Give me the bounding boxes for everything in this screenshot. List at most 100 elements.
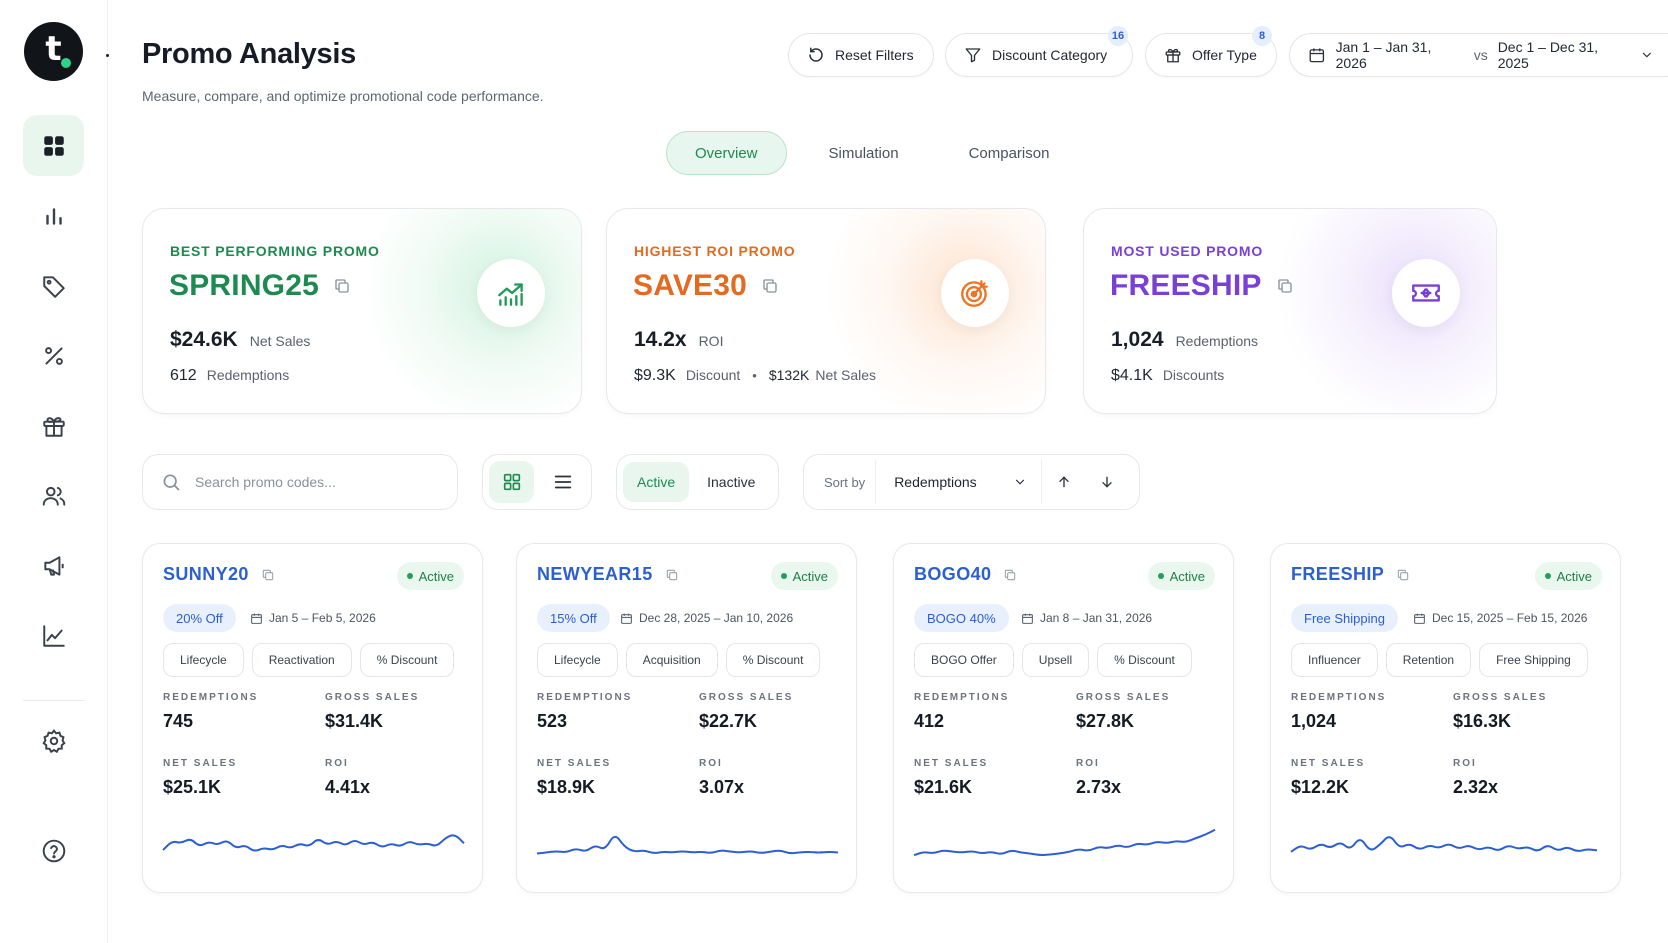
promo-card[interactable]: BOGO40 Active BOGO 40% Jan 8 – Jan 31, 2… [893, 543, 1234, 893]
sidebar-collapse-handle[interactable] [106, 54, 109, 57]
nav-campaigns[interactable] [23, 535, 84, 596]
promo-card[interactable]: NEWYEAR15 Active 15% Off Dec 28, 2025 – … [516, 543, 857, 893]
redemptions-value: 745 [163, 711, 194, 731]
category-tag[interactable]: Retention [1385, 643, 1472, 677]
compare-range-value: Dec 1 – Dec 31, 2025 [1497, 39, 1599, 71]
list-view-button[interactable] [540, 461, 585, 503]
date-range-text: Jan 5 – Feb 5, 2026 [269, 611, 376, 625]
promo-code-text: SAVE30 [633, 269, 748, 302]
tag-list: Influencer Retention Free Shipping [1291, 643, 1588, 677]
category-tag[interactable]: Upsell [1021, 643, 1090, 677]
nav-help[interactable] [23, 820, 84, 881]
tab-comparison[interactable]: Comparison [968, 144, 1050, 162]
primary-metric: 14.2x ROI [634, 328, 723, 352]
nav-rewards[interactable] [23, 395, 84, 456]
status-text: Active [418, 568, 454, 584]
copy-icon[interactable] [665, 568, 679, 582]
gross-sales-value: $31.4K [325, 711, 384, 731]
roi-value: 4.41x [325, 777, 371, 797]
discount-category-filter[interactable]: Discount Category 16 [945, 26, 1133, 77]
copy-icon[interactable] [333, 277, 351, 295]
status-text: Active [792, 568, 828, 584]
sort-select[interactable]: Redemptions [875, 460, 1041, 504]
reset-filters-button[interactable]: Reset Filters [788, 33, 934, 77]
category-tag[interactable]: BOGO Offer [914, 643, 1014, 677]
promo-card[interactable]: FREESHIP Active Free Shipping Dec 15, 20… [1270, 543, 1621, 893]
line-chart-icon [42, 624, 65, 647]
nav-discounts[interactable] [23, 325, 84, 386]
highest-roi-card[interactable]: HIGHEST ROI PROMO SAVE30 14.2x ROI $9.3K… [606, 208, 1046, 414]
sort-descending-button[interactable] [1085, 460, 1129, 504]
promo-card[interactable]: SUNNY20 Active 20% Off Jan 5 – Feb 5, 20… [142, 543, 483, 893]
category-tag[interactable]: Acquisition [625, 643, 718, 677]
active-filter-button[interactable]: Active [623, 462, 690, 502]
offer-type-count-badge: 8 [1252, 26, 1272, 46]
separator-dot: • [752, 368, 757, 383]
card-label: BEST PERFORMING PROMO [170, 243, 380, 259]
secondary-metric: $4.1K Discounts [1111, 367, 1224, 385]
promo-dates: Dec 28, 2025 – Jan 10, 2026 [620, 604, 793, 632]
redemptions-value: 1,024 [1291, 711, 1337, 731]
status-badge: Active [1147, 562, 1215, 590]
trend-sparkline [1290, 836, 1598, 853]
calendar-icon [1309, 48, 1325, 63]
copy-icon[interactable] [1276, 277, 1294, 295]
nav-reports[interactable] [23, 185, 84, 246]
offer-type-filter[interactable]: Offer Type 8 [1145, 26, 1277, 77]
category-tag[interactable]: % Discount [1097, 643, 1192, 677]
roi-value: 2.73x [1076, 777, 1122, 797]
sidebar-divider [23, 700, 84, 701]
users-icon [42, 486, 65, 506]
offer-badge: Free Shipping [1291, 604, 1398, 632]
roi-value: 3.07x [699, 777, 745, 797]
nav-promotions[interactable] [23, 255, 84, 316]
list-view-icon [554, 475, 571, 489]
date-range-picker[interactable]: Jan 1 – Jan 31, 2026 vs Dec 1 – Dec 31, … [1289, 33, 1668, 77]
discounts-value: $4.1K [1111, 367, 1153, 384]
card-label: HIGHEST ROI PROMO [634, 243, 796, 259]
tab-overview[interactable]: Overview [666, 131, 787, 175]
nav-settings[interactable] [23, 710, 84, 771]
copy-icon[interactable] [1003, 568, 1017, 582]
app-logo[interactable]: t [24, 22, 83, 81]
tag-icon [42, 275, 65, 298]
category-tag[interactable]: Lifecycle [163, 643, 244, 677]
redemptions-label: REDEMPTIONS [1291, 692, 1387, 703]
copy-icon[interactable] [761, 277, 779, 295]
tab-simulation[interactable]: Simulation [828, 144, 899, 162]
category-tag[interactable]: Lifecycle [537, 643, 618, 677]
category-tag[interactable]: Influencer [1291, 643, 1378, 677]
nav-customers[interactable] [23, 465, 84, 526]
net-sales-label: NET SALES [914, 758, 989, 769]
category-tag[interactable]: Reactivation [251, 643, 352, 677]
view-tabs: Overview Simulation Comparison [666, 131, 1077, 175]
category-tag[interactable]: % Discount [725, 643, 821, 677]
redemptions-label: Redemptions [206, 367, 290, 383]
status-badge: Active [396, 562, 464, 590]
gross-sales-label: GROSS SALES [325, 692, 420, 703]
inactive-filter-button[interactable]: Inactive [707, 474, 756, 490]
search-box[interactable] [142, 454, 458, 510]
promo-code: SAVE30 [633, 269, 779, 303]
gift-icon [42, 416, 65, 437]
category-tag[interactable]: % Discount [359, 643, 455, 677]
nav-dashboard[interactable] [23, 115, 84, 176]
page-subtitle: Measure, compare, and optimize promotion… [142, 88, 544, 104]
roi-value: 14.2x [634, 328, 687, 351]
offer-badge: 20% Off [163, 604, 236, 632]
best-performing-card[interactable]: BEST PERFORMING PROMO SPRING25 $24.6K Ne… [142, 208, 582, 414]
category-tag[interactable]: Free Shipping [1479, 643, 1588, 677]
copy-icon[interactable] [1396, 568, 1410, 582]
sort-ascending-button[interactable] [1041, 460, 1085, 504]
grid-view-icon [503, 473, 520, 491]
tag-list: BOGO Offer Upsell% Discount [914, 643, 1192, 677]
nav-analytics[interactable] [23, 605, 84, 666]
search-input[interactable] [195, 474, 425, 490]
copy-icon[interactable] [261, 568, 275, 582]
promo-code-text: FREESHIP [1291, 564, 1385, 584]
trending-chart-icon [477, 259, 545, 327]
grid-view-button[interactable] [489, 461, 534, 503]
discount-value: $9.3K [634, 367, 676, 384]
search-icon [163, 474, 180, 491]
most-used-card[interactable]: MOST USED PROMO FREESHIP 1,024 Redemptio… [1083, 208, 1497, 414]
